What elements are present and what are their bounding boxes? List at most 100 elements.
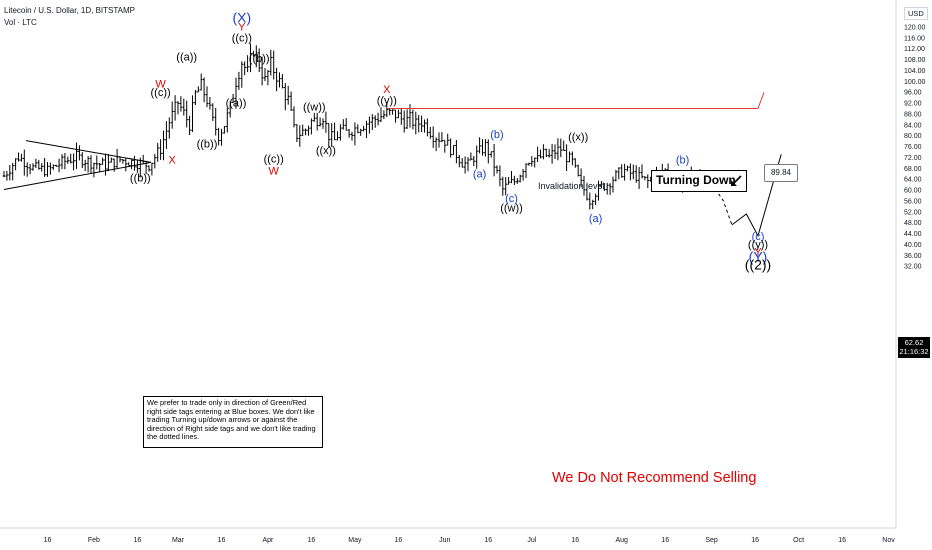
- ohlc-bar: [501, 176, 505, 196]
- ohlc-bar: [617, 167, 621, 180]
- ohlc-bar: [159, 139, 162, 160]
- time-tick-label: 16: [308, 537, 316, 544]
- ohlc-bar: [37, 159, 41, 170]
- currency-label[interactable]: USD: [904, 7, 928, 20]
- price-tick-label: 88.00: [904, 111, 922, 118]
- price-tick-label: 72.00: [904, 155, 922, 162]
- ohlc-bar: [124, 157, 128, 172]
- wave-label: (b): [490, 129, 503, 141]
- ohlc-bar: [104, 153, 107, 176]
- price-tick-label: 48.00: [904, 220, 922, 227]
- price-tick-label: 44.00: [904, 231, 922, 238]
- wave-label: ((x)): [568, 132, 588, 144]
- ohlc-bar: [620, 164, 623, 178]
- price-tick-label: 112.00: [904, 46, 925, 53]
- ohlc-bar: [510, 171, 513, 184]
- wave-label: ((w)): [303, 102, 326, 114]
- ohlc-bar: [304, 128, 307, 136]
- ohlc-bar: [576, 164, 580, 177]
- ohlc-bar: [333, 122, 336, 141]
- ohlc-bar: [81, 152, 84, 169]
- wave-label: ((a)): [176, 51, 197, 63]
- ohlc-bar: [40, 163, 43, 172]
- price-tick-label: 40.00: [904, 242, 922, 249]
- ohlc-bar: [434, 137, 438, 152]
- ohlc-bar: [533, 157, 536, 168]
- wave-label: ((c)): [232, 32, 252, 44]
- ohlc-bar: [446, 133, 449, 146]
- ohlc-bar: [173, 95, 177, 121]
- ohlc-bar: [46, 161, 49, 177]
- wave-label: (b): [676, 155, 689, 167]
- ohlc-bar: [289, 91, 293, 111]
- ohlc-bar: [14, 158, 17, 171]
- ohlc-bar: [449, 138, 452, 158]
- ohlc-bar: [388, 108, 391, 116]
- ohlc-bar: [475, 145, 478, 169]
- ohlc-bar: [315, 112, 319, 131]
- ohlc-bar: [539, 149, 542, 159]
- ohlc-bar: [176, 101, 180, 115]
- price-tick-label: 100.00: [904, 79, 926, 86]
- ohlc-bar: [634, 165, 638, 183]
- price-tick-label: 80.00: [904, 133, 922, 140]
- ohlc-bar: [339, 124, 342, 141]
- volume-indicator-label[interactable]: Vol · LTC: [4, 18, 37, 27]
- ohlc-bar: [632, 164, 635, 180]
- wave-label: (Y): [749, 249, 768, 265]
- ohlc-bar: [98, 162, 101, 172]
- time-tick-label: 16: [134, 537, 142, 544]
- ohlc-bar: [498, 165, 502, 187]
- ohlc-bar: [562, 140, 565, 151]
- ohlc-bar: [110, 157, 113, 163]
- ohlc-bar: [507, 176, 510, 185]
- wave-label: ((x)): [316, 145, 336, 157]
- ohlc-bar: [547, 149, 551, 158]
- ohlc-bar: [565, 144, 568, 172]
- ohlc-bar: [260, 56, 264, 86]
- wave-label: ((c)): [264, 153, 284, 165]
- ohlc-bar: [150, 162, 154, 176]
- ohlc-bar: [527, 162, 531, 166]
- wave-label: (c): [752, 231, 765, 243]
- ohlc-bar: [402, 110, 406, 133]
- ohlc-bar: [307, 125, 310, 136]
- ohlc-bar: [437, 132, 441, 148]
- ohlc-bar: [643, 176, 647, 181]
- ohlc-bar: [69, 153, 72, 164]
- ohlc-bar: [518, 174, 522, 183]
- ohlc-bar: [278, 72, 281, 88]
- ohlc-bar: [243, 61, 246, 76]
- ohlc-bar: [574, 158, 577, 168]
- ohlc-bar: [469, 152, 473, 161]
- ohlc-bar: [20, 153, 23, 162]
- wave-label: ((w)): [500, 202, 523, 214]
- ohlc-bar: [130, 159, 133, 170]
- price-axis: 120.00 116.00 112.00 108.00 104.00 100.00 96.0…: [895, 0, 926, 528]
- ohlc-bar: [382, 110, 386, 120]
- price-tick-label: 104.00: [904, 68, 926, 75]
- ohlc-bar: [452, 145, 455, 156]
- time-tick-label: Oct: [793, 537, 804, 544]
- ohlc-bar: [52, 164, 55, 170]
- ohlc-bar: [603, 183, 606, 192]
- ohlc-bar: [269, 49, 273, 76]
- wave-label: ((b)): [249, 53, 270, 65]
- ohlc-bar: [640, 164, 644, 179]
- price-tick-label: 96.00: [904, 90, 922, 97]
- ohlc-bar: [310, 118, 313, 135]
- invalidation-line: [386, 92, 765, 109]
- ohlc-bar: [550, 143, 554, 164]
- ohlc-bar: [298, 125, 302, 147]
- ohlc-bar: [516, 177, 519, 184]
- current-price-tag: 62.62 21:16:32: [898, 337, 930, 358]
- ohlc-bar: [101, 157, 104, 165]
- triangle-lower-line: [3, 161, 152, 191]
- ohlc-bar: [371, 114, 374, 131]
- ohlc-bar: [536, 146, 539, 162]
- price-tick-label: 36.00: [904, 253, 922, 260]
- ohlc-bar: [66, 156, 70, 164]
- ohlc-bar: [2, 170, 6, 178]
- ohlc-bar: [585, 183, 589, 201]
